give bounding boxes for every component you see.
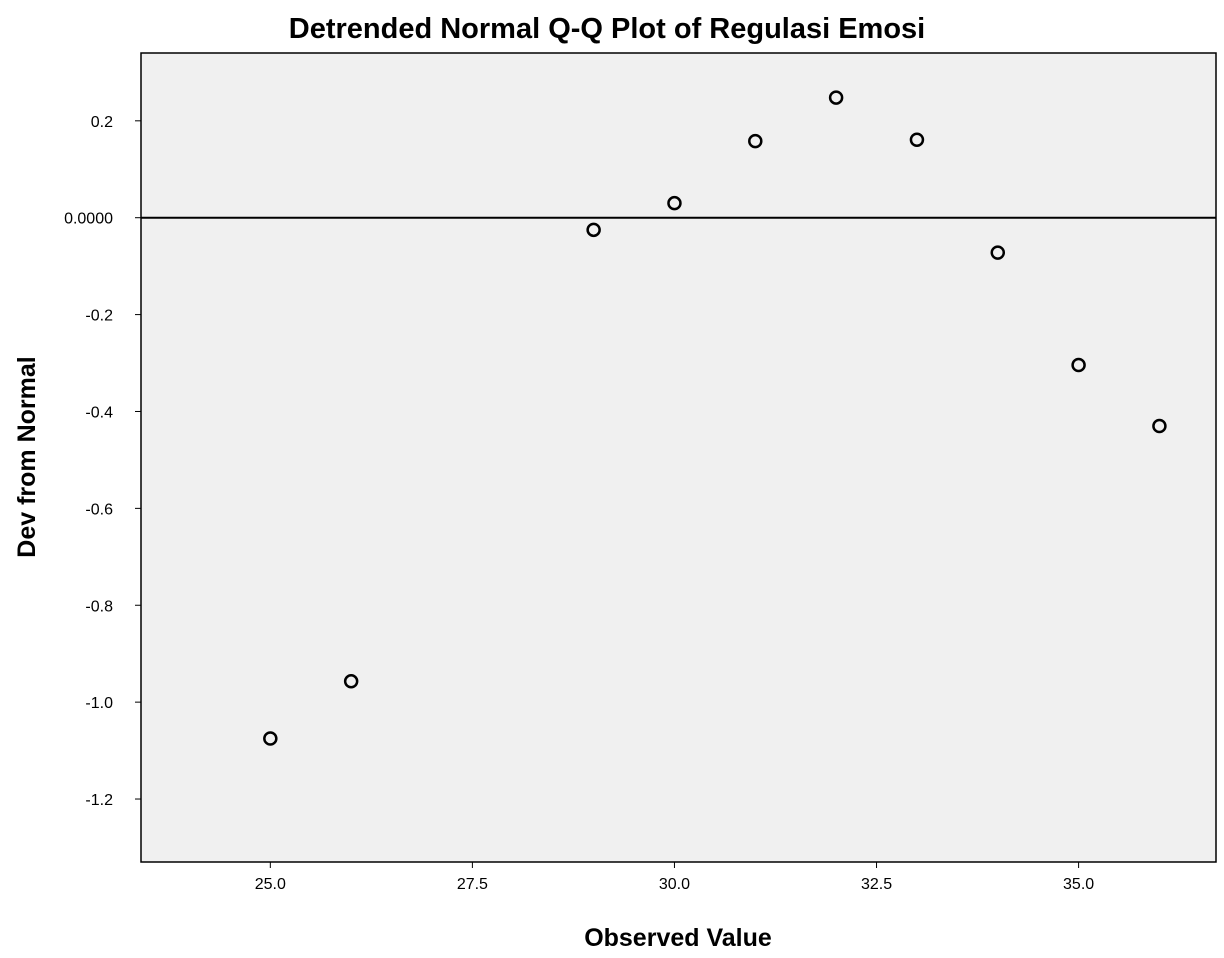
y-tick-label: -0.4 [85, 404, 113, 421]
y-tick-label: -1.2 [85, 792, 113, 809]
chart-title: Detrended Normal Q-Q Plot of Regulasi Em… [289, 13, 926, 45]
data-point [909, 132, 925, 147]
x-tick-label: 30.0 [659, 876, 690, 893]
data-point [748, 133, 763, 149]
y-tick-label: 0.2 [91, 114, 113, 131]
x-tick-label: 27.5 [457, 876, 488, 893]
y-tick-label: 0.0000 [64, 211, 113, 228]
y-tick-label: -0.2 [85, 308, 113, 325]
data-point [586, 222, 601, 238]
data-point [1152, 418, 1167, 434]
y-tick-label: -0.6 [85, 501, 113, 518]
x-tick-label: 25.0 [255, 876, 286, 893]
data-points-layer [263, 90, 1167, 746]
data-point [343, 674, 359, 689]
x-tick-label: 32.5 [861, 876, 892, 893]
x-axis-label: Observed Value [584, 924, 772, 952]
data-point [1071, 357, 1086, 373]
data-point [667, 195, 682, 211]
y-tick-label: -0.8 [85, 598, 113, 615]
data-point [990, 245, 1006, 260]
x-tick-label: 35.0 [1063, 876, 1094, 893]
data-point [263, 731, 278, 746]
axis-ticks-layer: 25.0 27.5 30.0 32.5 35.0 0.2 0.0000 -0.2 -0.4 -0.… [64, 114, 1094, 893]
plot-area [140, 52, 1217, 863]
data-point [828, 90, 844, 105]
y-axis-label: Dev from Normal [13, 356, 41, 557]
y-tick-label: -1.0 [85, 695, 113, 712]
